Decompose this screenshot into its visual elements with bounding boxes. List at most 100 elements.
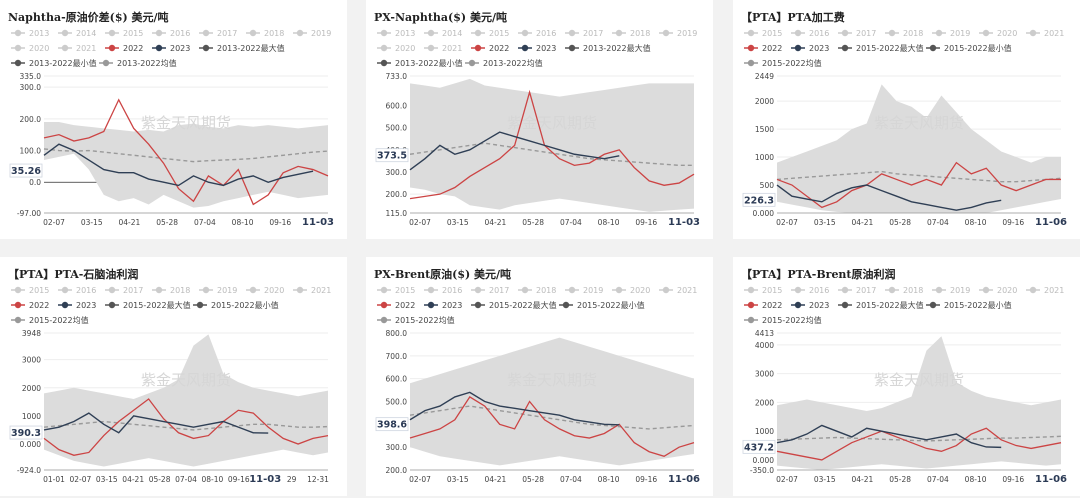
legend-item-2018[interactable]: 2018 bbox=[885, 286, 923, 295]
legend-item-2023[interactable]: 2023 bbox=[791, 44, 829, 53]
legend-item-2015-2022最小值[interactable]: 2015-2022最小值 bbox=[193, 300, 279, 310]
legend-item-2018[interactable]: 2018 bbox=[612, 29, 650, 38]
legend-item-2020[interactable]: 2020 bbox=[11, 44, 49, 53]
legend-item-2019[interactable]: 2019 bbox=[565, 286, 603, 295]
legend-item-2020[interactable]: 2020 bbox=[979, 29, 1017, 38]
legend-item-2015-2022最大值[interactable]: 2015-2022最大值 bbox=[105, 300, 191, 310]
legend-item-2015-2022最大值[interactable]: 2015-2022最大值 bbox=[838, 300, 924, 310]
legend-item-2020[interactable]: 2020 bbox=[246, 286, 284, 295]
legend-item-2020[interactable]: 2020 bbox=[979, 286, 1017, 295]
legend-item-2019[interactable]: 2019 bbox=[199, 286, 237, 295]
legend-item-2022[interactable]: 2022 bbox=[11, 301, 49, 310]
legend-item-2019[interactable]: 2019 bbox=[932, 286, 970, 295]
legend-label: 2016 bbox=[536, 29, 556, 38]
legend-item-2016[interactable]: 2016 bbox=[518, 29, 556, 38]
legend-item-2013-2022最小值[interactable]: 2013-2022最小值 bbox=[377, 58, 463, 68]
legend-marker bbox=[102, 59, 110, 67]
x-tick-label: 03-15 bbox=[81, 218, 103, 227]
legend-item-2017[interactable]: 2017 bbox=[838, 29, 876, 38]
legend-item-2016[interactable]: 2016 bbox=[58, 286, 96, 295]
legend-item-2017[interactable]: 2017 bbox=[565, 29, 603, 38]
legend-item-2013[interactable]: 2013 bbox=[11, 29, 49, 38]
legend-item-2015-2022最大值[interactable]: 2015-2022最大值 bbox=[471, 300, 557, 310]
series-2022 bbox=[409, 89, 695, 200]
legend-item-2018[interactable]: 2018 bbox=[518, 286, 556, 295]
legend-item-2015[interactable]: 2015 bbox=[105, 29, 143, 38]
legend-item-2020[interactable]: 2020 bbox=[612, 286, 650, 295]
legend-item-2015-2022均值[interactable]: 2015-2022均值 bbox=[11, 315, 89, 325]
legend-marker bbox=[108, 301, 116, 309]
legend-item-2019[interactable]: 2019 bbox=[659, 29, 697, 38]
legend-item-2023[interactable]: 2023 bbox=[152, 44, 190, 53]
legend-item-2013-2022最大值[interactable]: 2013-2022最大值 bbox=[565, 43, 651, 53]
legend-item-2022[interactable]: 2022 bbox=[105, 44, 143, 53]
legend-item-2015[interactable]: 2015 bbox=[744, 29, 782, 38]
x-tick-label: 09-16 bbox=[1002, 475, 1024, 484]
legend-marker bbox=[747, 286, 755, 294]
x-tick-label: 02-07 bbox=[409, 475, 431, 484]
legend-item-2023[interactable]: 2023 bbox=[424, 301, 462, 310]
legend-label: 2015-2022最小值 bbox=[944, 300, 1012, 310]
legend-label: 2017 bbox=[856, 286, 876, 295]
legend-item-2015-2022均值[interactable]: 2015-2022均值 bbox=[744, 315, 822, 325]
legend-item-2014[interactable]: 2014 bbox=[424, 29, 462, 38]
legend-item-2014[interactable]: 2014 bbox=[58, 29, 96, 38]
legend-item-2023[interactable]: 2023 bbox=[791, 301, 829, 310]
legend-item-2015[interactable]: 2015 bbox=[471, 29, 509, 38]
legend-item-2022[interactable]: 2022 bbox=[744, 301, 782, 310]
watermark: 紫金天风期货 bbox=[874, 114, 964, 132]
legend-item-2016[interactable]: 2016 bbox=[152, 29, 190, 38]
legend-item-2022[interactable]: 2022 bbox=[471, 44, 509, 53]
legend-item-2019[interactable]: 2019 bbox=[932, 29, 970, 38]
legend-item-2017[interactable]: 2017 bbox=[199, 29, 237, 38]
legend-item-2015-2022最大值[interactable]: 2015-2022最大值 bbox=[838, 43, 924, 53]
legend-item-2018[interactable]: 2018 bbox=[885, 29, 923, 38]
legend-item-2021[interactable]: 2021 bbox=[58, 44, 96, 53]
legend-item-2015[interactable]: 2015 bbox=[744, 286, 782, 295]
legend-item-2023[interactable]: 2023 bbox=[518, 44, 556, 53]
legend-item-2013-2022均值[interactable]: 2013-2022均值 bbox=[465, 58, 543, 68]
legend-item-2013-2022均值[interactable]: 2013-2022均值 bbox=[99, 58, 177, 68]
series-2023 bbox=[409, 391, 620, 426]
legend-item-2019[interactable]: 2019 bbox=[293, 29, 331, 38]
legend-marker bbox=[794, 286, 802, 294]
legend-item-2017[interactable]: 2017 bbox=[838, 286, 876, 295]
legend-item-2022[interactable]: 2022 bbox=[377, 301, 415, 310]
legend-item-2023[interactable]: 2023 bbox=[58, 301, 96, 310]
legend-item-2015-2022最小值[interactable]: 2015-2022最小值 bbox=[559, 300, 645, 310]
x-tick-label: 05-28 bbox=[889, 218, 911, 227]
legend-item-2021[interactable]: 2021 bbox=[293, 286, 331, 295]
legend-item-2021[interactable]: 2021 bbox=[1026, 29, 1064, 38]
x-tick-label: 08-10 bbox=[965, 218, 987, 227]
legend-item-2018[interactable]: 2018 bbox=[246, 29, 284, 38]
y-tick-label: 500 bbox=[760, 181, 775, 190]
legend-item-2015[interactable]: 2015 bbox=[377, 286, 415, 295]
legend-item-2016[interactable]: 2016 bbox=[791, 286, 829, 295]
y-tick-label: 0.000 bbox=[20, 440, 42, 449]
legend-label: 2023 bbox=[536, 44, 556, 53]
legend-item-2015-2022均值[interactable]: 2015-2022均值 bbox=[377, 315, 455, 325]
legend-item-2013[interactable]: 2013 bbox=[377, 29, 415, 38]
legend-item-2022[interactable]: 2022 bbox=[744, 44, 782, 53]
legend-marker bbox=[155, 29, 163, 37]
legend-item-2021[interactable]: 2021 bbox=[659, 286, 697, 295]
y-tick-label: 200.0 bbox=[20, 115, 42, 124]
legend-item-2016[interactable]: 2016 bbox=[424, 286, 462, 295]
legend-item-2013-2022最小值[interactable]: 2013-2022最小值 bbox=[11, 58, 97, 68]
legend-item-2017[interactable]: 2017 bbox=[105, 286, 143, 295]
legend-item-2013-2022最大值[interactable]: 2013-2022最大值 bbox=[199, 43, 285, 53]
legend-item-2021[interactable]: 2021 bbox=[424, 44, 462, 53]
legend-item-2015[interactable]: 2015 bbox=[11, 286, 49, 295]
legend-item-2020[interactable]: 2020 bbox=[377, 44, 415, 53]
legend-item-2015-2022均值[interactable]: 2015-2022均值 bbox=[744, 58, 822, 68]
legend-item-2018[interactable]: 2018 bbox=[152, 286, 190, 295]
legend-item-2015-2022最小值[interactable]: 2015-2022最小值 bbox=[926, 43, 1012, 53]
series-avg bbox=[43, 420, 329, 431]
legend-item-2017[interactable]: 2017 bbox=[471, 286, 509, 295]
legend-item-2021[interactable]: 2021 bbox=[1026, 286, 1064, 295]
x-tick-label: 04-21 bbox=[119, 218, 141, 227]
watermark: 紫金天风期货 bbox=[507, 114, 597, 132]
legend-item-2016[interactable]: 2016 bbox=[791, 29, 829, 38]
series-2022 bbox=[43, 398, 329, 456]
legend-item-2015-2022最小值[interactable]: 2015-2022最小值 bbox=[926, 300, 1012, 310]
